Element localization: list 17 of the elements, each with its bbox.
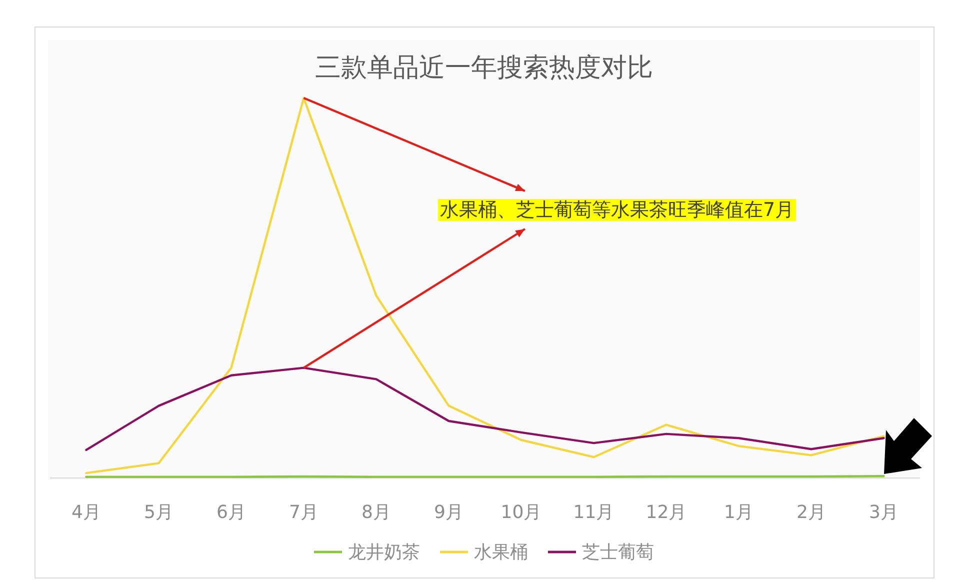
x-tick-label: 7月 [289,502,318,523]
annotation: 水果桶、芝士葡萄等水果茶旺季峰值在7月 [438,199,796,221]
x-tick-label: 9月 [434,502,464,523]
x-tick-label: 1月 [724,502,754,523]
legend-label: 芝士葡萄 [582,542,654,563]
x-tick-label: 6月 [216,502,246,523]
x-tick-label: 11月 [573,502,614,523]
legend-label: 龙井奶茶 [348,542,420,563]
x-tick-label: 8月 [362,502,391,523]
x-tick-label: 5月 [144,502,174,523]
chart-title: 三款单品近一年搜索热度对比 [315,53,653,83]
x-tick-label: 2月 [796,502,826,523]
x-tick-label: 3月 [869,502,898,523]
x-tick-label: 12月 [646,502,687,523]
x-tick-label: 4月 [72,502,101,523]
x-tick-label: 10月 [500,502,542,523]
legend-label: 水果桶 [474,542,528,563]
